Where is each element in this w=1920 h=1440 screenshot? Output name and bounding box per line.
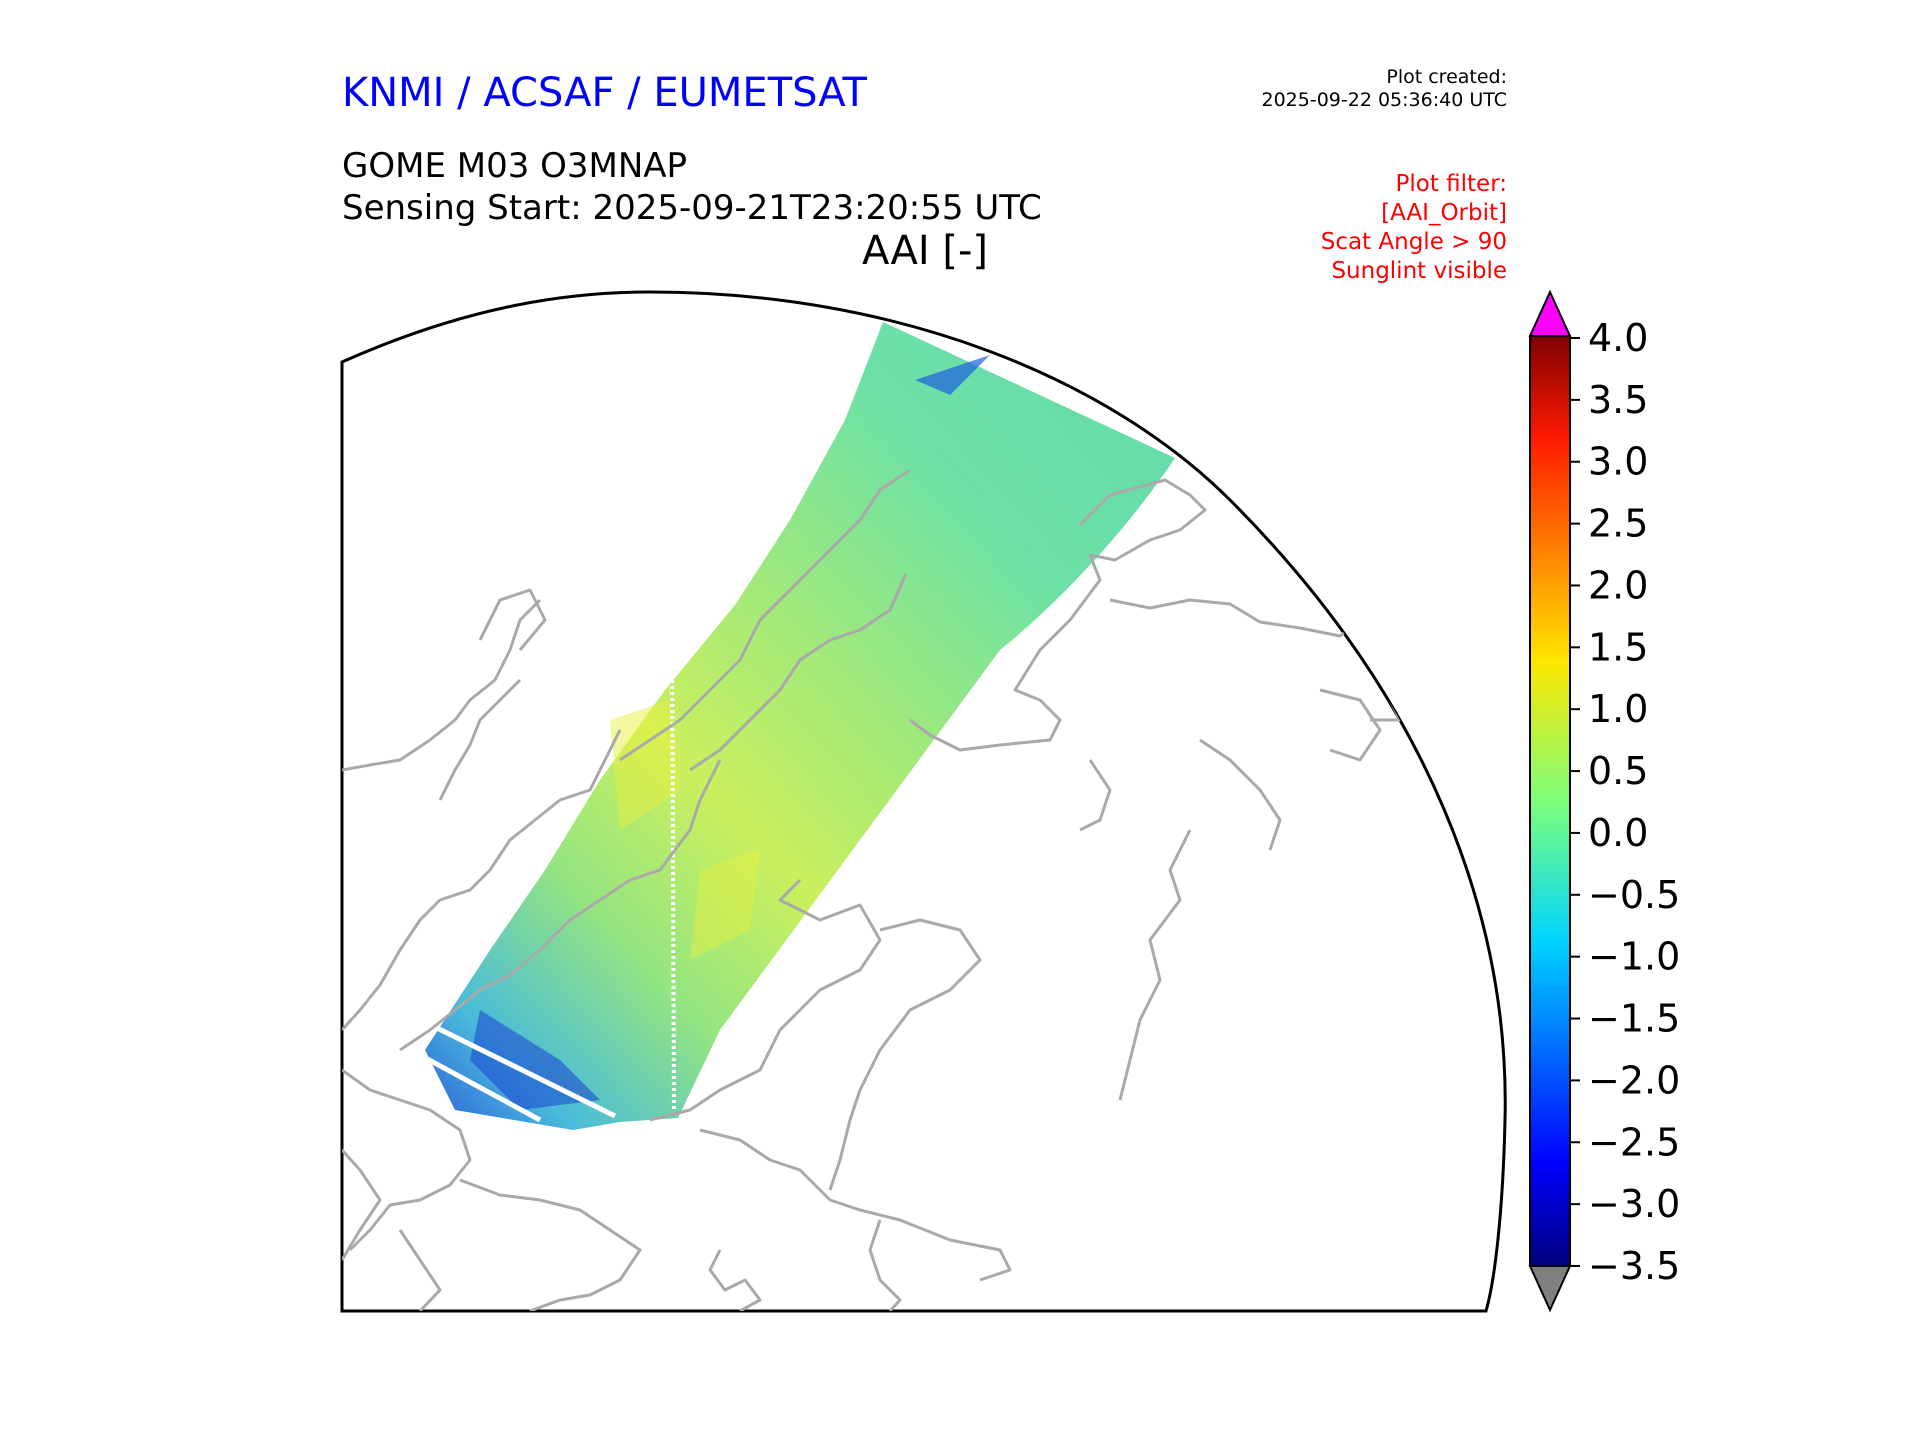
plot-filter-line: Plot filter: [1395, 171, 1507, 197]
swath-gap-line [433, 1024, 617, 1119]
product-title: GOME M03 O3MNAP [342, 146, 688, 186]
colorbar-tick-label: −2.5 [1588, 1120, 1680, 1164]
colorbar-tick-label: −1.5 [1588, 997, 1680, 1041]
plot-created-timestamp: 2025-09-22 05:36:40 UTC [1261, 89, 1508, 111]
colorbar-tick-label: 0.0 [1588, 811, 1648, 855]
colorbar-tick-label: 3.5 [1588, 378, 1648, 422]
colorbar-tick-label: 0.5 [1588, 749, 1648, 793]
sensing-start: Sensing Start: 2025-09-21T23:20:55 UTC [342, 188, 1042, 228]
swath-gap-line [418, 1052, 542, 1123]
colorbar-tick-label: 1.5 [1588, 625, 1648, 669]
swath-high-patch [690, 850, 760, 960]
colorbar-over-extension [1528, 289, 1572, 337]
plot-filter-line: Scat Angle > 90 [1320, 229, 1507, 255]
aai-swath [425, 322, 1175, 1130]
plot-filter-line: [AAI_Orbit] [1381, 200, 1507, 226]
colorbar-tick-label: 1.0 [1588, 687, 1648, 731]
colorbar-tick-label: 2.5 [1588, 502, 1648, 546]
colorbar-ramp [1529, 335, 1571, 1267]
plot-filter-line: Sunglint visible [1331, 258, 1507, 284]
swath-low-patch [915, 355, 990, 395]
colorbar-tick-label: −2.0 [1588, 1058, 1680, 1102]
organization-title: KNMI / ACSAF / EUMETSAT [342, 70, 867, 116]
colorbar-tick-label: 3.0 [1588, 440, 1648, 484]
colorbar-tick-label: −1.0 [1588, 935, 1680, 979]
colorbar-tick-label: 2.0 [1588, 563, 1648, 607]
colorbar: 4.0 3.5 3.0 2.5 2.0 1.5 1.0 0.5 0.0 −0.5 −1.0 −1.5 −… [1528, 289, 1680, 1313]
colorbar-tick-label: 4.0 [1588, 316, 1648, 360]
plot-created-label: Plot created: [1386, 66, 1507, 88]
colorbar-tick-label: −3.0 [1588, 1182, 1680, 1226]
colorbar-tick-label: −3.5 [1588, 1244, 1680, 1288]
colorbar-tick-label: −0.5 [1588, 873, 1680, 917]
swath-gap-line [670, 637, 676, 1113]
plot-filter-block: Plot filter: [AAI_Orbit] Scat Angle > 90… [1321, 170, 1507, 286]
colorbar-under-extension [1528, 1265, 1572, 1313]
variable-title: AAI [-] [862, 228, 988, 274]
swath-low-patch [470, 1010, 600, 1110]
